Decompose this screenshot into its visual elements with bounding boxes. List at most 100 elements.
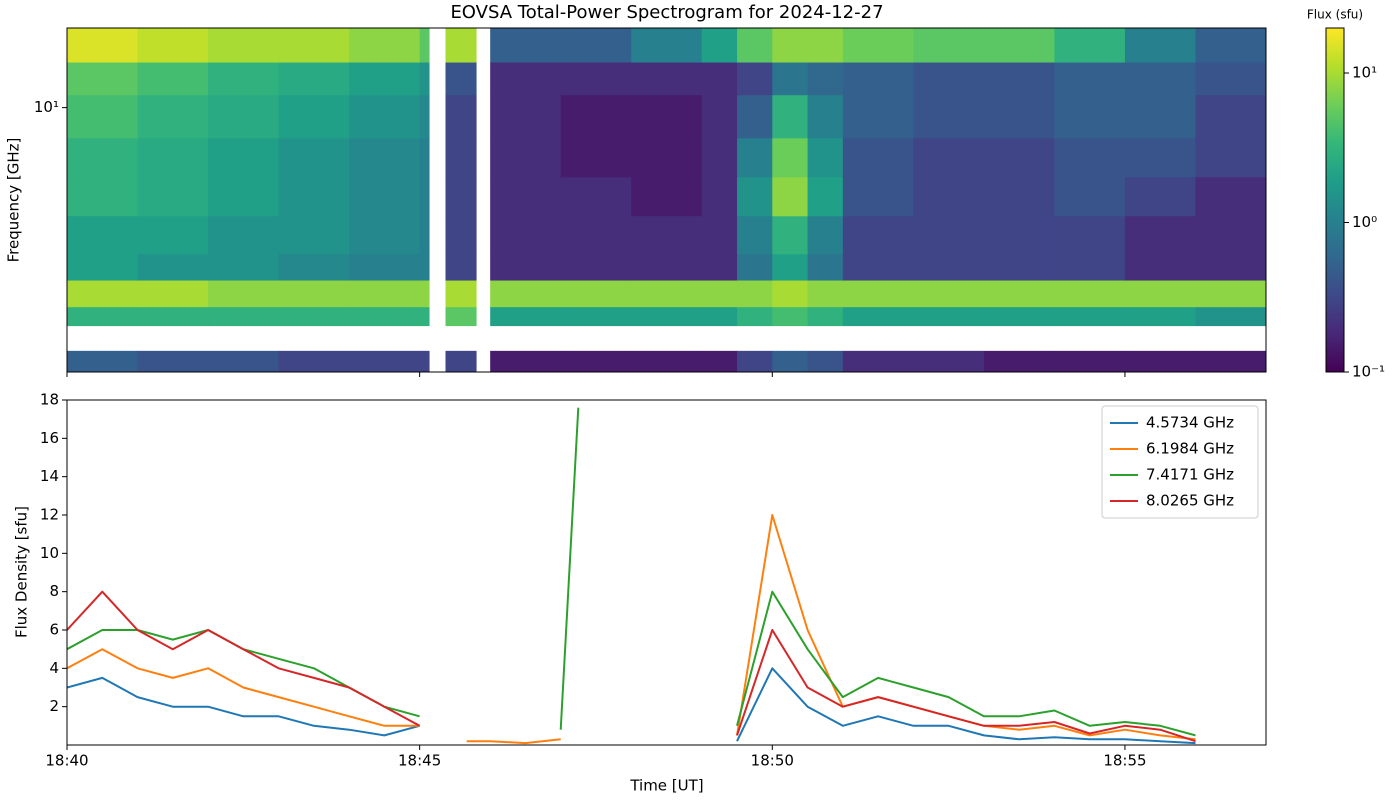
heatmap-cell — [490, 137, 562, 178]
heatmap-cell — [983, 280, 1055, 308]
heatmap-cell — [349, 215, 421, 255]
heatmap-cell — [445, 253, 477, 281]
heatmap-cell — [1054, 94, 1126, 139]
heatmap-cell — [67, 215, 139, 255]
heatmap-cell — [983, 28, 1055, 63]
heatmap-cell — [1054, 215, 1126, 255]
heatmap-cell — [1054, 253, 1126, 281]
heatmap-cell — [1195, 280, 1267, 308]
heatmap-cell — [913, 62, 985, 96]
heatmap-cell — [490, 62, 562, 96]
heatmap-cell — [278, 28, 350, 63]
heatmap-cell — [67, 253, 139, 281]
heatmap-cell — [701, 306, 738, 327]
heatmap-cell — [737, 215, 773, 255]
heatmap-cell — [842, 350, 914, 373]
y-tick-label: 8 — [49, 582, 59, 600]
heatmap-cell — [842, 176, 914, 217]
x-tick-label: 18:45 — [398, 752, 441, 770]
heatmap-cell — [208, 306, 280, 327]
heatmap-cell — [349, 137, 421, 178]
heatmap-cell — [490, 306, 562, 327]
heatmap-cell — [772, 28, 809, 63]
heatmap-cell — [983, 176, 1055, 217]
heatmap-cell — [1195, 215, 1267, 255]
series-line — [67, 514, 1196, 745]
heatmap-cell — [349, 350, 421, 373]
y-tick-label: 10¹ — [34, 98, 59, 116]
heatmap-cell — [137, 280, 209, 308]
heatmap-cell — [208, 350, 280, 373]
heatmap-cell — [1124, 28, 1196, 63]
heatmap-cell — [1195, 176, 1267, 217]
heatmap-cell — [807, 62, 844, 96]
heatmap-cell — [1124, 215, 1196, 255]
heatmap-cell — [560, 137, 632, 178]
heatmap-cell — [842, 62, 914, 96]
heatmap-cell — [842, 28, 914, 63]
heatmap-cell — [419, 137, 430, 178]
colorbar-label: Flux (sfu) — [1307, 8, 1363, 22]
heatmap-cell — [490, 215, 562, 255]
heatmap-cell — [913, 306, 985, 327]
heatmap-cell — [842, 253, 914, 281]
heatmap-cell — [772, 137, 809, 178]
heatmap-cell — [560, 94, 632, 139]
heatmap-cell — [772, 94, 809, 139]
heatmap-cell — [445, 28, 477, 63]
legend-label: 7.4171 GHz — [1146, 466, 1234, 484]
heatmap-cell — [1124, 94, 1196, 139]
heatmap-cell — [419, 62, 430, 96]
heatmap-cell — [983, 215, 1055, 255]
heatmap-cell — [137, 215, 209, 255]
heatmap-cell — [701, 280, 738, 308]
y-axis-label: Frequency [GHz] — [5, 138, 23, 263]
x-tick-label: 18:40 — [45, 752, 88, 770]
heatmap-cell — [913, 215, 985, 255]
heatmap-cell — [772, 215, 809, 255]
heatmap-cell — [208, 176, 280, 217]
heatmap-cell — [349, 62, 421, 96]
heatmap-cell — [1054, 280, 1126, 308]
y-tick-label: 10 — [40, 544, 59, 562]
heatmap-cell — [913, 94, 985, 139]
heatmap-cell — [913, 28, 985, 63]
heatmap-cell — [490, 94, 562, 139]
heatmap-cell — [772, 176, 809, 217]
heatmap-cell — [445, 280, 477, 308]
heatmap-cell — [737, 350, 773, 373]
heatmap-cell — [349, 253, 421, 281]
heatmap-cell — [278, 280, 350, 308]
axes-frame — [66, 399, 1267, 746]
heatmap-cell — [67, 137, 139, 178]
y-tick-label: 14 — [40, 467, 59, 485]
axes-frame — [66, 27, 1267, 373]
legend-label: 4.5734 GHz — [1146, 414, 1234, 432]
heatmap-cell — [807, 306, 844, 327]
heatmap-cell — [772, 280, 809, 308]
heatmap-cell — [631, 176, 703, 217]
heatmap-cell — [349, 28, 421, 63]
heatmap-cell — [631, 350, 703, 373]
series-line — [67, 407, 1196, 737]
heatmap-cell — [67, 306, 139, 327]
heatmap-cell — [560, 176, 632, 217]
plot-area — [67, 407, 1196, 745]
heatmap-cell — [349, 94, 421, 139]
y-tick-label: 16 — [40, 429, 59, 447]
heatmap-cell — [983, 137, 1055, 178]
y-tick-label: 12 — [40, 506, 59, 524]
heatmap-cell — [701, 94, 738, 139]
y-tick-label: 4 — [49, 659, 59, 677]
heatmap-cell — [631, 306, 703, 327]
heatmap-cell — [737, 62, 773, 96]
heatmap-cell — [772, 306, 809, 327]
series-line — [67, 667, 1196, 745]
heatmap-cell — [913, 350, 985, 373]
heatmap-cell — [1124, 280, 1196, 308]
heatmap-cell — [445, 176, 477, 217]
legend-label: 8.0265 GHz — [1146, 492, 1234, 510]
heatmap-cell — [1054, 350, 1126, 373]
heatmap-cell — [701, 176, 738, 217]
